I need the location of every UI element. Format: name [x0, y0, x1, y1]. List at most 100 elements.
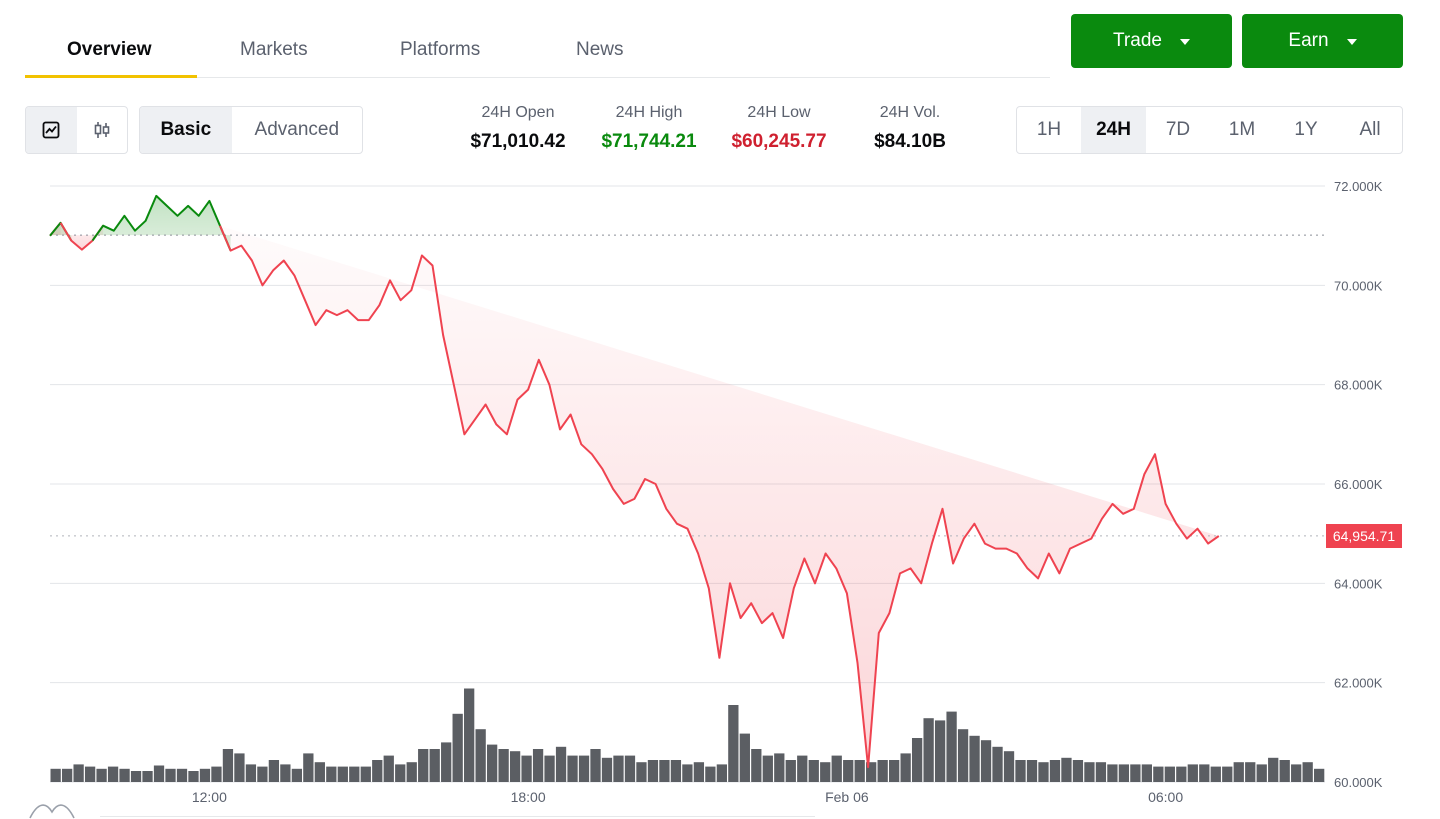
- volume-bar: [578, 755, 590, 782]
- volume-bar: [957, 729, 969, 782]
- volume-bar: [1256, 764, 1267, 782]
- volume-bar: [751, 749, 762, 782]
- tab-news[interactable]: News: [576, 39, 624, 60]
- earn-button-label: Earn: [1288, 30, 1329, 51]
- volume-bar: [682, 764, 693, 782]
- stat-24h-high: 24H High $71,744.21: [588, 104, 710, 153]
- stat-24h-open: 24H Open $71,010.42: [458, 104, 578, 153]
- range-all[interactable]: All: [1359, 119, 1381, 140]
- volume-bar: [372, 760, 383, 782]
- volume-bar: [211, 766, 222, 782]
- y-tick-label: 60.000K: [1334, 775, 1383, 790]
- volume-bar: [911, 738, 923, 782]
- volume-bar: [509, 751, 521, 782]
- trade-button[interactable]: Trade: [1071, 14, 1232, 68]
- mini-chart-icon: [29, 804, 75, 819]
- volume-bar: [280, 764, 291, 782]
- volume-bar: [291, 768, 303, 782]
- earn-button[interactable]: Earn: [1242, 14, 1403, 68]
- volume-bar: [96, 768, 107, 782]
- volume-bar: [1072, 760, 1084, 782]
- volume-bar: [1130, 764, 1141, 782]
- volume-bar: [337, 766, 348, 782]
- volume-bar: [854, 760, 865, 782]
- volume-bar: [498, 749, 509, 782]
- volume-bar: [831, 755, 842, 782]
- volume-bar: [234, 753, 245, 782]
- x-tick-label: 06:00: [1148, 789, 1183, 805]
- volume-bar: [728, 705, 739, 782]
- volume-bar: [429, 749, 440, 782]
- volume-bar: [843, 760, 854, 782]
- stat-24h-volume: 24H Vol. $84.10B: [850, 104, 970, 153]
- price-line: [49, 194, 1220, 769]
- volume-bar: [1049, 760, 1061, 782]
- volume-bar: [1153, 766, 1164, 782]
- volume-bar: [521, 755, 532, 782]
- volume-bar: [142, 771, 153, 782]
- scrollbar-track: [100, 816, 815, 817]
- volume-bar: [475, 729, 486, 782]
- volume-bar: [670, 760, 682, 782]
- price-area: [50, 195, 1219, 768]
- volume-bar: [532, 749, 544, 782]
- range-1y[interactable]: 1Y: [1294, 119, 1318, 140]
- volume-bar: [84, 766, 96, 782]
- volume-bar: [1222, 766, 1233, 782]
- volume-bar: [1026, 760, 1038, 782]
- stat-value: $84.10B: [874, 131, 946, 152]
- price-chart[interactable]: 72.000K 70.000K 68.000K 66.000K 64.000K 62.00…: [0, 160, 1440, 810]
- volume-bar: [866, 762, 877, 782]
- time-range-selector: 1H 24H 7D 1M 1Y All: [1016, 106, 1403, 154]
- volume-bar: [601, 757, 613, 782]
- range-24h[interactable]: 24H: [1081, 107, 1146, 153]
- volume-bar: [406, 762, 417, 782]
- volume-bar: [441, 742, 452, 782]
- volume-bar: [199, 768, 211, 782]
- volume-bar: [1107, 764, 1118, 782]
- stat-value: $60,245.77: [731, 131, 827, 152]
- chevron-down-icon: [1179, 39, 1190, 45]
- volume-bar: [245, 764, 257, 782]
- volume-bar: [567, 755, 578, 782]
- volume-bar: [659, 760, 670, 782]
- range-1h[interactable]: 1H: [1036, 119, 1062, 140]
- volume-bar: [188, 771, 199, 782]
- y-tick-label: 68.000K: [1334, 378, 1383, 393]
- volume-bar: [889, 760, 900, 782]
- basic-view-button[interactable]: Basic: [140, 107, 232, 153]
- advanced-view-button[interactable]: Advanced: [254, 119, 340, 140]
- volume-bar: [1015, 760, 1026, 782]
- page-tabs: Overview Markets Platforms News: [25, 26, 1050, 78]
- volume-bar: [934, 720, 946, 782]
- candlestick-icon: [94, 122, 110, 138]
- stat-24h-low: 24H Low $60,245.77: [718, 104, 840, 153]
- y-axis: 72.000K 70.000K 68.000K 66.000K 64.000K 62.00…: [1334, 179, 1383, 790]
- volume-bar: [257, 766, 268, 782]
- volume-bar: [774, 753, 785, 782]
- range-7d[interactable]: 7D: [1165, 119, 1191, 140]
- volume-bar: [1095, 762, 1107, 782]
- volume-bar: [555, 746, 567, 782]
- volume-bar: [452, 713, 463, 782]
- volume-bar: [808, 760, 819, 782]
- volume-bar: [222, 749, 234, 782]
- volume-bar: [1199, 764, 1210, 782]
- volume-bar: [785, 760, 796, 782]
- volume-bar: [73, 764, 84, 782]
- volume-bar: [486, 744, 498, 782]
- volume-bar: [647, 760, 659, 782]
- volume-bar: [50, 768, 61, 782]
- volume-bar: [107, 766, 119, 782]
- volume-bar: [613, 755, 624, 782]
- range-1m[interactable]: 1M: [1228, 119, 1256, 140]
- tab-markets[interactable]: Markets: [240, 39, 308, 60]
- volume-bar: [636, 762, 647, 782]
- volume-bar: [693, 762, 705, 782]
- x-tick-label: Feb 06: [825, 789, 869, 805]
- tab-platforms[interactable]: Platforms: [400, 39, 481, 60]
- volume-bar: [1084, 762, 1095, 782]
- candlestick-button[interactable]: [77, 107, 128, 153]
- tab-overview[interactable]: Overview: [67, 39, 152, 60]
- line-chart-button[interactable]: [26, 107, 77, 153]
